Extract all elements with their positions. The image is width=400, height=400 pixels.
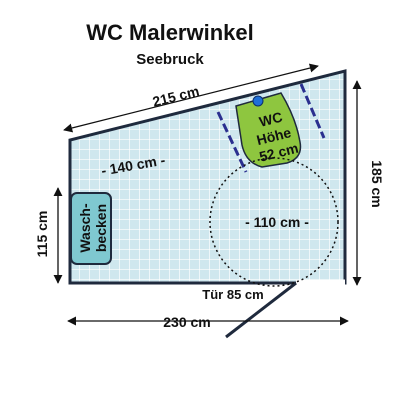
subtitle: Seebruck <box>136 51 204 68</box>
top-dimension-line <box>63 63 319 133</box>
right-wall-dimension: 185 cm <box>369 160 385 207</box>
title: WC Malerwinkel <box>86 20 253 45</box>
turning-circle <box>209 157 339 287</box>
sink-label-1: Wasch- <box>77 203 93 253</box>
sink-label-2: becken <box>93 204 109 252</box>
bottom-wall-dimension: 230 cm <box>163 314 210 330</box>
grab-bar-left <box>216 111 248 173</box>
door-label: Tür 85 cm <box>202 287 263 302</box>
top-wall-dimension: 215 cm <box>151 83 201 110</box>
door-leaf <box>225 281 297 339</box>
flush-button-icon <box>252 95 264 107</box>
sink <box>70 192 112 265</box>
turning-circle-label: - 110 cm - <box>245 214 309 230</box>
left-wall-dimension: 115 cm <box>34 211 50 258</box>
